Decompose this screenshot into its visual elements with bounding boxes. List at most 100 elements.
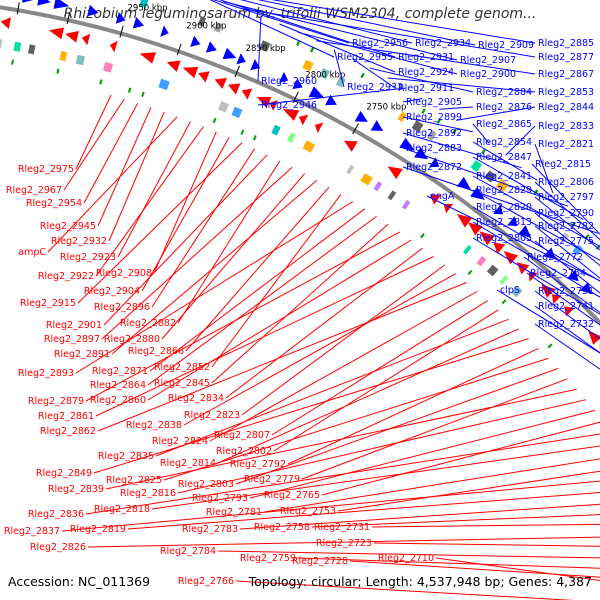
forward-gene-label[interactable]: Rleg2_2818 [94,504,150,515]
reverse-gene-label[interactable]: Rleg2_2931 [398,52,454,63]
forward-gene-label[interactable]: Rleg2_2731 [314,522,370,533]
forward-gene-label[interactable]: Rleg2_2954 [26,198,82,209]
reverse-gene-label[interactable]: Rleg2_2933 [347,82,403,93]
forward-gene-label[interactable]: Rleg2_2710 [378,553,434,564]
reverse-gene-label[interactable]: Rleg2_2820 [476,202,532,213]
reverse-gene-label[interactable]: clpS [500,285,520,296]
reverse-gene-label[interactable]: Rleg2_2905 [406,97,462,108]
reverse-gene-label[interactable]: Rleg2_2790 [538,208,594,219]
forward-gene-label[interactable]: Rleg2_2861 [38,411,94,422]
forward-gene-label[interactable]: Rleg2_2793 [192,493,248,504]
forward-gene-label[interactable]: Rleg2_2807 [214,430,270,441]
forward-gene-label[interactable]: Rleg2_2803 [178,479,234,490]
forward-gene-label[interactable]: Rleg2_2896 [94,302,150,313]
reverse-gene-label[interactable]: Rleg2_2829 [476,185,532,196]
forward-gene-label[interactable]: Rleg2_2781 [206,507,262,518]
forward-gene-label[interactable]: Rleg2_2834 [168,393,224,404]
reverse-gene-label[interactable]: Rleg2_2907 [460,55,516,66]
reverse-gene-label[interactable]: Rleg2_2847 [476,152,532,163]
forward-gene-label[interactable]: Rleg2_2766 [178,576,234,587]
reverse-gene-label[interactable]: Rleg2_2854 [476,137,532,148]
forward-gene-label[interactable]: Rleg2_2814 [160,458,216,469]
reverse-gene-label[interactable]: Rleg2_2772 [527,252,583,263]
forward-gene-label[interactable]: Rleg2_2967 [6,185,62,196]
forward-gene-label[interactable]: Rleg2_2837 [4,526,60,537]
forward-gene-label[interactable]: Rleg2_2816 [120,488,176,499]
reverse-gene-label[interactable]: Rleg2_2815 [535,159,591,170]
forward-gene-label[interactable]: Rleg2_2838 [126,420,182,431]
forward-gene-label[interactable]: Rleg2_2819 [70,524,126,535]
forward-gene-label[interactable]: Rleg2_2922 [38,271,94,282]
forward-gene-label[interactable]: Rleg2_2839 [48,484,104,495]
forward-gene-label[interactable]: Rleg2_2897 [44,334,100,345]
reverse-gene-label[interactable]: Rleg2_2867 [538,69,594,80]
forward-gene-label[interactable]: Rleg2_2753 [280,506,336,517]
reverse-gene-label[interactable]: Rleg2_2955 [337,52,393,63]
forward-gene-label[interactable]: Rleg2_2908 [96,268,152,279]
forward-gene-label[interactable]: Rleg2_2871 [92,366,148,377]
forward-gene-label[interactable]: Rleg2_2845 [154,378,210,389]
forward-gene-label[interactable]: Rleg2_2932 [51,236,107,247]
reverse-gene-label[interactable]: Rleg2_2956 [352,38,408,49]
forward-gene-label[interactable]: Rleg2_2975 [18,164,74,175]
forward-gene-label[interactable]: Rleg2_2882 [120,318,176,329]
forward-gene-label[interactable]: Rleg2_2852 [154,362,210,373]
forward-gene-label[interactable]: Rleg2_2893 [18,368,74,379]
forward-gene-label[interactable]: Rleg2_2923 [60,252,116,263]
reverse-gene-label[interactable]: Rleg2_2934 [415,38,471,49]
forward-gene-label[interactable]: Rleg2_2862 [40,426,96,437]
forward-gene-label[interactable]: Rleg2_2802 [216,446,272,457]
forward-gene-label[interactable]: Rleg2_2915 [20,298,76,309]
reverse-gene-label[interactable]: Rleg2_2899 [406,112,462,123]
reverse-gene-label[interactable]: Rleg2_2797 [538,192,594,203]
forward-gene-label[interactable]: Rleg2_2759 [240,553,296,564]
reverse-gene-label[interactable]: Rleg2_2885 [538,38,594,49]
reverse-gene-label[interactable]: Rleg2_2751 [538,286,594,297]
reverse-gene-label[interactable]: Rleg2_2924 [398,67,454,78]
forward-gene-label[interactable]: Rleg2_2836 [28,509,84,520]
forward-gene-label[interactable]: Rleg2_2758 [254,522,310,533]
forward-gene-label[interactable]: Rleg2_2879 [28,396,84,407]
forward-gene-label[interactable]: Rleg2_2860 [90,395,146,406]
reverse-gene-label[interactable]: Rleg2_2806 [538,177,594,188]
forward-gene-label[interactable]: Rleg2_2765 [264,490,320,501]
reverse-gene-label[interactable]: Rleg2_2911 [398,83,454,94]
forward-gene-label[interactable]: Rleg2_2723 [316,538,372,549]
reverse-gene-label[interactable]: Rleg2_2732 [538,319,594,330]
reverse-gene-label[interactable]: Rleg2_2877 [538,52,594,63]
gene-labels[interactable]: Rleg2_2956 Rleg2_2934 Rleg2_2909 Rleg2_2885… [4,38,594,587]
forward-gene-label[interactable]: Rleg2_2824 [152,436,208,447]
reverse-gene-label[interactable]: Rleg2_2821 [538,139,594,150]
reverse-gene-label[interactable]: Rleg2_2900 [460,69,516,80]
forward-gene-label[interactable]: Rleg2_2728 [292,556,348,567]
forward-gene-label[interactable]: Rleg2_2835 [98,451,154,462]
reverse-gene-label[interactable]: Rleg2_2775 [538,236,594,247]
reverse-gene-label[interactable]: Rleg2_2865 [476,119,532,130]
reverse-gene-label[interactable]: Rleg2_2805 [476,233,532,244]
reverse-gene-label[interactable]: Rleg2_2844 [538,102,594,113]
forward-gene-label[interactable]: Rleg2_2823 [184,410,240,421]
forward-gene-label[interactable]: Rleg2_2784 [160,546,216,557]
forward-gene-label[interactable]: Rleg2_2866 [128,346,184,357]
reverse-gene-label[interactable]: Rleg2_2833 [538,121,594,132]
reverse-gene-label[interactable]: Rleg2_2841 [476,171,532,182]
forward-gene-label[interactable]: Rleg2_2945 [40,221,96,232]
reverse-gene-label[interactable]: Rleg2_2853 [538,87,594,98]
reverse-gene-label[interactable]: Rleg2_2946 [261,100,317,111]
reverse-gene-label[interactable]: Rleg2_2741 [538,301,594,312]
reverse-gene-label[interactable]: engA [430,191,455,202]
reverse-gene-label[interactable]: Rleg2_2782 [538,221,594,232]
reverse-gene-label[interactable]: Rleg2_2884 [476,87,532,98]
reverse-gene-label[interactable]: Rleg2_2892 [406,128,462,139]
forward-gene-label[interactable]: Rleg2_2901 [46,320,102,331]
forward-gene-label[interactable]: Rleg2_2783 [182,524,238,535]
forward-gene-label[interactable]: Rleg2_2849 [36,468,92,479]
reverse-gene-label[interactable]: Rleg2_2872 [406,162,462,173]
reverse-gene-label[interactable]: Rleg2_2909 [478,40,534,51]
reverse-gene-label[interactable]: Rleg2_2960 [261,76,317,87]
forward-gene-label[interactable]: Rleg2_2904 [84,286,140,297]
forward-gene-label[interactable]: Rleg2_2891 [54,349,110,360]
forward-gene-label[interactable]: ampC [18,247,46,258]
forward-gene-label[interactable]: Rleg2_2880 [104,334,160,345]
